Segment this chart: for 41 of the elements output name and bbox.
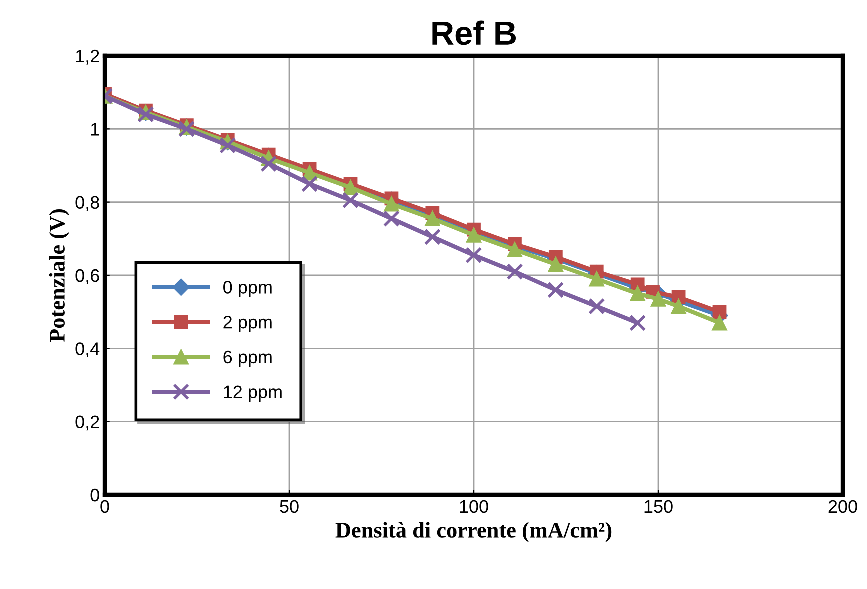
legend-label: 6 ppm [224,350,272,368]
legend-label: 12 ppm [224,386,282,402]
point [630,314,646,332]
chart-title: Ref B [432,20,516,46]
point [712,305,727,320]
x-tick-label: 50 [280,500,299,514]
x-tick-label: 100 [460,500,488,514]
x-axis-title: Densità di corrente (mA/cm²) [336,522,612,542]
point [424,228,442,246]
x-tick-label: 0 [100,500,110,514]
y-tick-label: 1 [91,123,100,136]
point [425,211,440,226]
x-tick-label: 200 [828,500,858,514]
point [548,256,564,272]
point [384,196,400,212]
point [260,156,278,172]
point [589,272,605,287]
y-tick-label: 0,4 [76,342,100,358]
y-tick-label: 0,6 [76,269,100,284]
point [342,192,360,209]
point [548,282,564,298]
y-axis-title: Potenziale (V) [49,210,70,342]
y-tick-label: 1,2 [76,50,100,65]
y-tick-label: 0,2 [76,416,100,431]
point [466,228,482,243]
point [220,137,236,154]
point [466,247,482,264]
legend-label: 0 ppm [224,281,272,298]
point [383,210,400,228]
point [588,298,606,315]
point [506,264,524,280]
point [507,242,523,258]
point [712,315,728,331]
point [671,298,686,314]
y-tick-label: 0,8 [76,196,100,212]
x-tick-label: 150 [644,500,673,514]
legend-label: 2 ppm [224,316,272,332]
y-tick-label: 0 [90,488,100,502]
point [301,176,318,192]
point [343,180,358,196]
point [630,286,646,302]
